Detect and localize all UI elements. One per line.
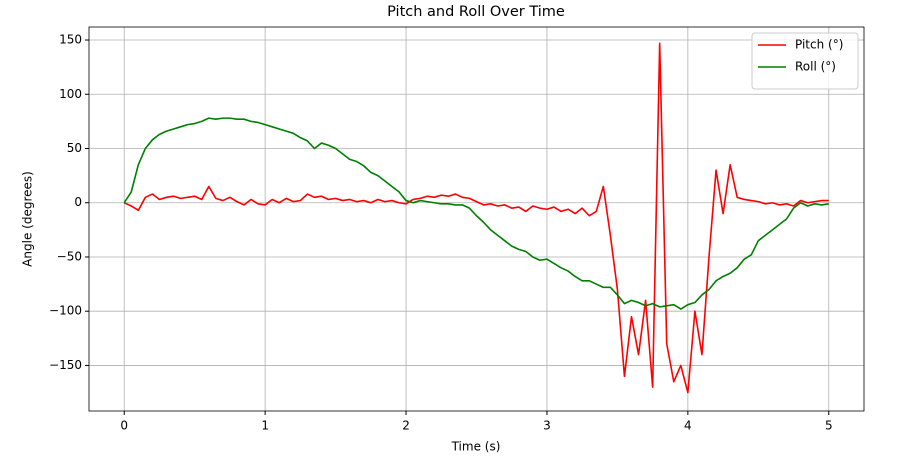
y-tick-label: 150 xyxy=(59,33,82,47)
x-axis-label: Time (s) xyxy=(451,440,501,454)
plot-frame xyxy=(88,26,865,412)
legend-label: Roll (°) xyxy=(795,60,836,74)
y-tick-label: −100 xyxy=(49,304,82,318)
y-tick-label: −150 xyxy=(49,358,82,372)
x-tick-label: 4 xyxy=(684,419,692,433)
y-tick-label: 0 xyxy=(74,195,82,209)
y-tick-label: −50 xyxy=(57,249,82,263)
x-tick-label: 1 xyxy=(261,419,269,433)
x-tick-label: 5 xyxy=(825,419,833,433)
line-series xyxy=(123,42,829,394)
y-tick-label: 100 xyxy=(59,87,82,101)
x-tick-label: 2 xyxy=(402,419,410,433)
legend-label: Pitch (°) xyxy=(795,38,843,52)
legend-box xyxy=(751,32,859,90)
y-axis-label: Angle (degrees) xyxy=(21,171,35,267)
x-tick-label: 3 xyxy=(543,419,551,433)
chart-title: Pitch and Roll Over Time xyxy=(387,4,565,20)
x-tick-label: 0 xyxy=(120,419,128,433)
y-tick-label: 50 xyxy=(67,141,82,155)
line-series xyxy=(123,117,829,310)
